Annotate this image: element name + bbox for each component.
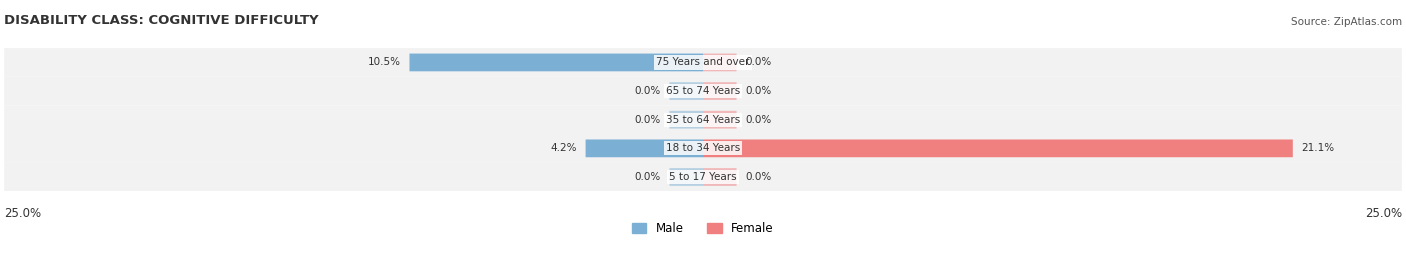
FancyBboxPatch shape bbox=[4, 163, 1402, 191]
FancyBboxPatch shape bbox=[4, 105, 1402, 134]
FancyBboxPatch shape bbox=[703, 54, 737, 71]
FancyBboxPatch shape bbox=[4, 48, 1402, 77]
Text: DISABILITY CLASS: COGNITIVE DIFFICULTY: DISABILITY CLASS: COGNITIVE DIFFICULTY bbox=[4, 14, 319, 27]
FancyBboxPatch shape bbox=[703, 82, 737, 100]
FancyBboxPatch shape bbox=[669, 82, 703, 100]
Text: 25.0%: 25.0% bbox=[1365, 207, 1402, 220]
FancyBboxPatch shape bbox=[669, 111, 703, 129]
FancyBboxPatch shape bbox=[703, 168, 737, 186]
Text: 0.0%: 0.0% bbox=[636, 115, 661, 125]
Text: 4.2%: 4.2% bbox=[551, 143, 578, 153]
FancyBboxPatch shape bbox=[585, 139, 703, 157]
FancyBboxPatch shape bbox=[4, 134, 1402, 163]
Text: 0.0%: 0.0% bbox=[745, 86, 770, 96]
FancyBboxPatch shape bbox=[4, 77, 1402, 105]
FancyBboxPatch shape bbox=[703, 111, 737, 129]
Text: 0.0%: 0.0% bbox=[745, 57, 770, 68]
Text: Source: ZipAtlas.com: Source: ZipAtlas.com bbox=[1291, 17, 1402, 27]
Text: 65 to 74 Years: 65 to 74 Years bbox=[666, 86, 740, 96]
FancyBboxPatch shape bbox=[703, 139, 1292, 157]
Text: 18 to 34 Years: 18 to 34 Years bbox=[666, 143, 740, 153]
Text: 35 to 64 Years: 35 to 64 Years bbox=[666, 115, 740, 125]
Text: 10.5%: 10.5% bbox=[368, 57, 401, 68]
Text: 0.0%: 0.0% bbox=[636, 172, 661, 182]
Text: 25.0%: 25.0% bbox=[4, 207, 41, 220]
Text: 0.0%: 0.0% bbox=[745, 172, 770, 182]
Text: 21.1%: 21.1% bbox=[1301, 143, 1334, 153]
Legend: Male, Female: Male, Female bbox=[627, 217, 779, 240]
FancyBboxPatch shape bbox=[409, 54, 703, 71]
FancyBboxPatch shape bbox=[669, 168, 703, 186]
Text: 0.0%: 0.0% bbox=[636, 86, 661, 96]
Text: 75 Years and over: 75 Years and over bbox=[657, 57, 749, 68]
Text: 5 to 17 Years: 5 to 17 Years bbox=[669, 172, 737, 182]
Text: 0.0%: 0.0% bbox=[745, 115, 770, 125]
